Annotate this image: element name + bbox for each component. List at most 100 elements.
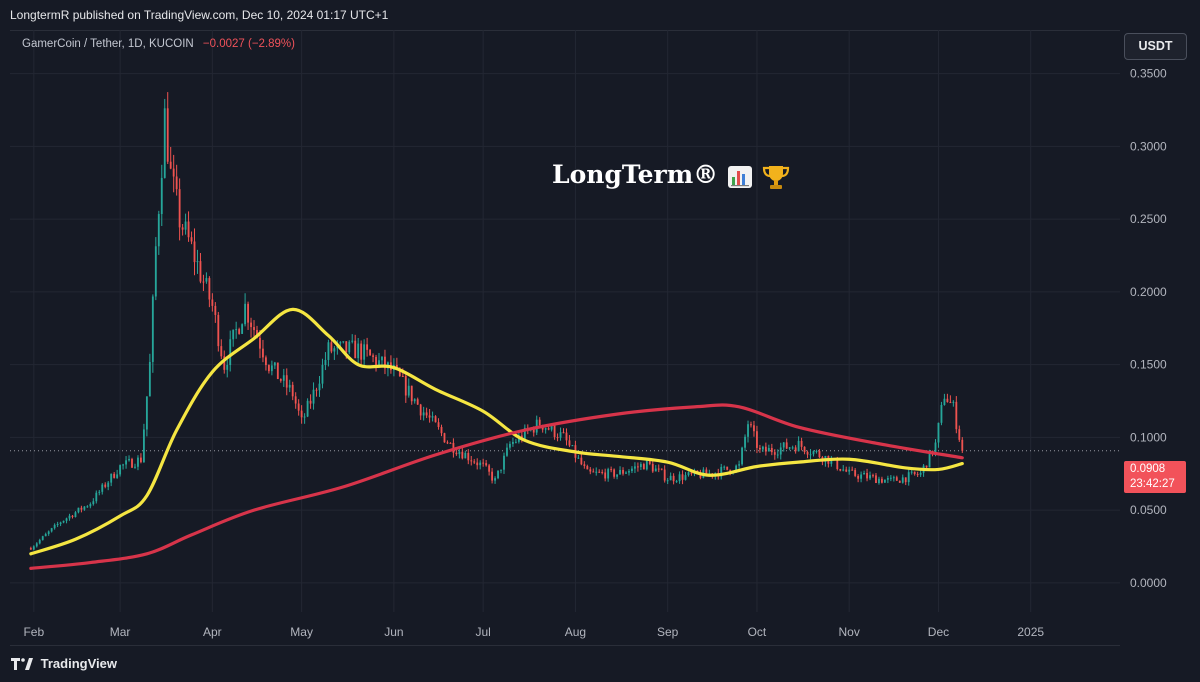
candle-body: [125, 460, 127, 465]
publish-header: LongtermR published on TradingView.com, …: [0, 0, 1200, 30]
tradingview-logo[interactable]: TradingView: [11, 656, 117, 671]
candle-body: [503, 455, 505, 470]
candle-body: [59, 522, 62, 525]
candle-body: [137, 457, 139, 467]
candle-body: [955, 401, 958, 430]
candle-body: [788, 447, 791, 449]
candle-body: [300, 410, 303, 418]
candle-body: [756, 431, 758, 448]
moving-averages: [29, 307, 964, 570]
candle-body: [476, 462, 479, 466]
candle-body: [869, 475, 871, 479]
y-tick-label: 0.0000: [1130, 576, 1167, 590]
candle-body: [598, 471, 601, 473]
candle-body: [830, 459, 833, 464]
candle-body: [839, 468, 842, 471]
candle-body: [62, 520, 65, 523]
candle-body: [672, 475, 675, 482]
candle-body: [470, 460, 473, 462]
candle-body: [595, 471, 598, 473]
chart-frame: [10, 30, 1120, 646]
candle-body: [431, 416, 434, 418]
candle-body: [50, 528, 53, 532]
candle-body: [369, 349, 372, 356]
candle-body: [378, 360, 380, 366]
candle-body: [583, 464, 586, 467]
y-tick-label: 0.1500: [1130, 358, 1167, 372]
candle-body: [741, 447, 743, 465]
candle-body: [202, 281, 205, 283]
candle-body: [907, 472, 910, 483]
candle-body: [494, 478, 496, 481]
candle-body: [166, 108, 169, 162]
candle-body: [425, 412, 428, 416]
candle-body: [836, 458, 839, 469]
candle-body: [428, 415, 431, 418]
x-tick-label: Aug: [565, 625, 586, 639]
candle-body: [413, 399, 416, 402]
candle-countdown: 23:42:27: [1130, 478, 1175, 490]
candle-body: [678, 474, 681, 482]
candle-body: [419, 404, 422, 416]
candle-body: [631, 468, 633, 472]
candle-body: [241, 324, 244, 334]
candle-body: [47, 531, 50, 534]
candle-body: [122, 464, 125, 466]
candle-body: [556, 437, 559, 439]
candle-body: [333, 348, 336, 352]
candle-body: [113, 473, 116, 478]
candle-body: [881, 478, 883, 483]
candle-body: [538, 419, 541, 426]
candle-body: [886, 478, 889, 480]
candle-body: [705, 469, 708, 475]
tradingview-logo-icon: [11, 658, 33, 671]
candle-body: [184, 221, 187, 230]
candle-body: [514, 441, 517, 443]
candle-body: [866, 472, 868, 479]
candle-body: [568, 440, 571, 446]
candle-body: [961, 439, 964, 451]
candle-body: [663, 469, 666, 481]
candle-body: [381, 356, 383, 361]
candle-body: [818, 451, 821, 458]
candle-body: [148, 361, 151, 397]
candle-body: [532, 428, 535, 433]
candle-body: [196, 261, 199, 263]
candle-body: [589, 469, 592, 472]
candle-body: [747, 424, 749, 437]
candle-body: [690, 472, 693, 474]
symbol-name: GamerCoin / Tether, 1D, KUCOIN: [22, 38, 194, 50]
candle-body: [259, 337, 261, 349]
candle-body: [324, 359, 327, 365]
candle-body: [895, 477, 898, 481]
candle-body: [154, 246, 157, 297]
candle-body: [851, 469, 854, 471]
candle-body: [357, 343, 360, 359]
candle-body: [384, 356, 386, 369]
candle-body: [925, 465, 928, 468]
candle-body: [479, 462, 482, 466]
y-tick-label: 0.3500: [1130, 67, 1167, 81]
candle-body: [726, 466, 729, 470]
candle-body: [348, 341, 351, 353]
candle-body: [500, 469, 502, 471]
candle-body: [244, 303, 247, 325]
trophy-icon: [762, 165, 789, 189]
candle-body: [169, 161, 172, 169]
candle-body: [434, 416, 437, 423]
candle-body: [74, 512, 77, 517]
candle-body: [485, 463, 488, 466]
candle-body: [276, 362, 279, 380]
candle-body: [654, 468, 657, 472]
x-tick-label: Oct: [748, 625, 767, 639]
candle-body: [622, 469, 624, 474]
candle-body: [488, 465, 491, 472]
candle-body: [131, 458, 133, 468]
candle-body: [699, 473, 702, 478]
currency-selector-button[interactable]: USDT: [1124, 33, 1187, 60]
x-tick-label: Nov: [839, 625, 860, 639]
candle-body: [562, 432, 565, 434]
candle-body: [253, 327, 255, 331]
candle-body: [800, 440, 803, 447]
